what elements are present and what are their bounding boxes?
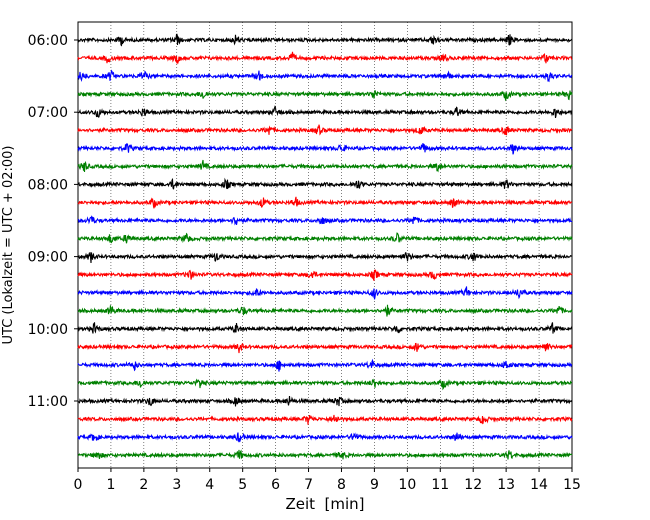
trace-line	[77, 322, 573, 334]
trace-line	[77, 358, 573, 372]
trace-line	[77, 90, 573, 102]
y-tick-label: 11:00	[28, 394, 68, 410]
plot-frame	[77, 21, 573, 469]
x-tick-label: 12	[464, 477, 482, 493]
x-tick-label: 8	[337, 477, 346, 493]
x-tick-label: 11	[431, 477, 449, 493]
trace-line	[77, 124, 573, 136]
x-tick-label: 15	[563, 477, 581, 493]
trace-line	[77, 33, 573, 47]
x-tick-label: 5	[238, 477, 247, 493]
trace-line	[77, 414, 573, 425]
trace-line	[77, 215, 573, 226]
x-tick-label: 3	[172, 477, 181, 493]
trace-line	[77, 286, 573, 300]
y-tick-label: 09:00	[28, 250, 68, 266]
y-tick-label: 06:00	[28, 33, 68, 49]
trace-line	[77, 449, 573, 460]
x-axis: 0 1 2 3 4 5 6 7 8 9 10 11 12 13 14 15	[74, 468, 581, 493]
x-tick-label: 6	[271, 477, 280, 493]
trace-line	[77, 269, 573, 281]
x-gridlines	[110, 22, 540, 468]
x-tick-label: 13	[497, 477, 515, 493]
x-tick-label: 2	[139, 477, 148, 493]
x-tick-label: 14	[530, 477, 548, 493]
traces	[77, 33, 573, 460]
y-tick-label: 07:00	[28, 105, 68, 121]
trace-line	[77, 69, 573, 83]
trace-line	[77, 432, 573, 443]
y-tick-label: 08:00	[28, 177, 68, 193]
x-tick-label: 9	[370, 477, 379, 493]
y-axis-label: UTC (Lokalzeit = UTC + 02:00)	[1, 146, 16, 345]
x-tick-label: 7	[304, 477, 313, 493]
x-tick-label: 4	[205, 477, 214, 493]
x-tick-label: 10	[398, 477, 416, 493]
trace-line	[77, 143, 573, 155]
y-axis: 06:00 07:00 08:00 09:00 10:00 11:00	[28, 33, 78, 410]
trace-line	[77, 159, 573, 173]
x-tick-label: 0	[74, 477, 83, 493]
trace-line	[77, 51, 573, 65]
trace-line	[77, 342, 573, 354]
trace-line	[77, 395, 573, 407]
y-tick-label: 10:00	[28, 322, 68, 338]
trace-line	[77, 232, 573, 244]
trace-line	[77, 196, 573, 209]
trace-line	[77, 105, 573, 119]
trace-line	[77, 252, 573, 264]
trace-line	[77, 177, 573, 190]
trace-line	[77, 378, 573, 391]
x-tick-label: 1	[106, 477, 115, 493]
x-axis-label: Zeit [min]	[285, 495, 364, 513]
trace-line	[77, 304, 573, 317]
